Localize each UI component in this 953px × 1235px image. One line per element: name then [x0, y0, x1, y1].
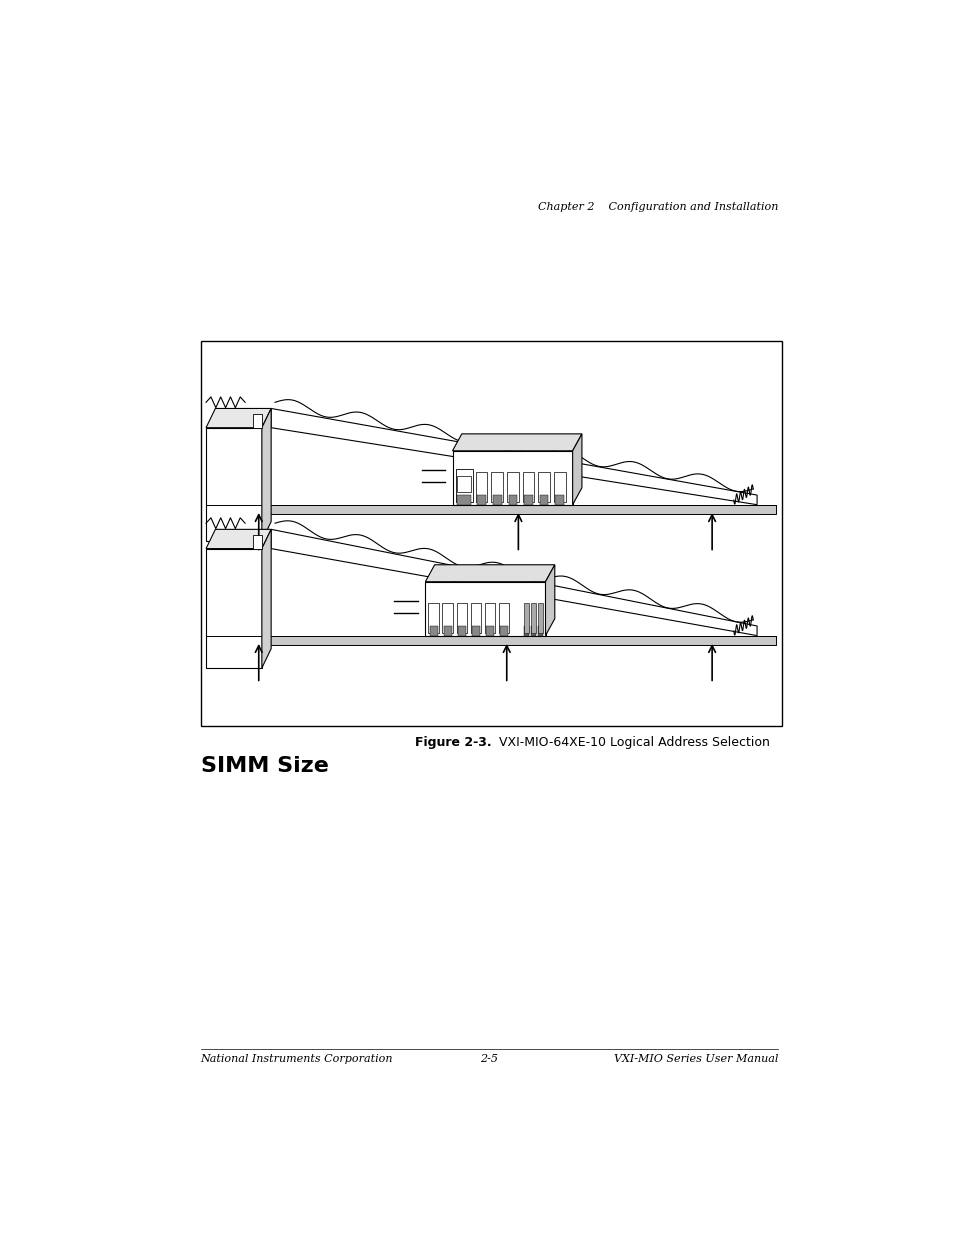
Bar [443, 626, 451, 636]
Bar [530, 626, 536, 636]
Bar [206, 548, 261, 668]
Text: National Instruments Corporation: National Instruments Corporation [200, 1055, 393, 1065]
Bar [476, 495, 485, 505]
Bar [456, 603, 467, 632]
Bar [554, 472, 565, 501]
Polygon shape [261, 409, 271, 541]
Text: VXI-MIO Series User Manual: VXI-MIO Series User Manual [613, 1055, 778, 1065]
Bar [428, 603, 439, 632]
Bar [476, 472, 487, 501]
Bar [522, 472, 534, 501]
Polygon shape [271, 530, 757, 636]
Bar [523, 603, 529, 632]
Bar [442, 603, 453, 632]
Bar [430, 626, 437, 636]
Polygon shape [545, 564, 555, 636]
Bar [456, 495, 471, 505]
Polygon shape [425, 564, 555, 582]
Bar [508, 495, 517, 505]
Bar [452, 451, 572, 505]
Bar [253, 414, 261, 427]
Bar [499, 626, 507, 636]
Bar [491, 472, 502, 501]
Text: VXI-MIO-64XE-10 Logical Address Selection: VXI-MIO-64XE-10 Logical Address Selectio… [491, 736, 769, 748]
Polygon shape [271, 409, 757, 505]
Polygon shape [572, 433, 581, 505]
Bar [200, 341, 781, 726]
Bar [472, 626, 479, 636]
Polygon shape [261, 530, 271, 668]
Bar [555, 495, 563, 505]
Bar [530, 603, 536, 632]
Bar [457, 626, 465, 636]
Polygon shape [206, 409, 271, 427]
Bar [523, 495, 532, 505]
Bar [206, 427, 261, 541]
Bar [493, 495, 501, 505]
Text: SIMM Size: SIMM Size [200, 757, 328, 777]
Bar [523, 626, 529, 636]
Bar [484, 603, 495, 632]
Bar [206, 636, 776, 645]
Bar [470, 603, 481, 632]
Bar [537, 472, 550, 501]
Bar [425, 582, 545, 636]
Bar [206, 505, 776, 514]
Text: 2-5: 2-5 [479, 1055, 497, 1065]
Text: Chapter 2    Configuration and Installation: Chapter 2 Configuration and Installation [537, 203, 778, 212]
Bar [485, 626, 493, 636]
Bar [253, 535, 261, 548]
Bar [456, 475, 471, 492]
Bar [456, 469, 472, 501]
Bar [498, 603, 509, 632]
Text: Figure 2-3.: Figure 2-3. [415, 736, 491, 748]
Bar [537, 626, 542, 636]
Bar [539, 495, 548, 505]
Bar [506, 472, 518, 501]
Bar [537, 603, 542, 632]
Polygon shape [452, 433, 581, 451]
Polygon shape [206, 530, 271, 548]
